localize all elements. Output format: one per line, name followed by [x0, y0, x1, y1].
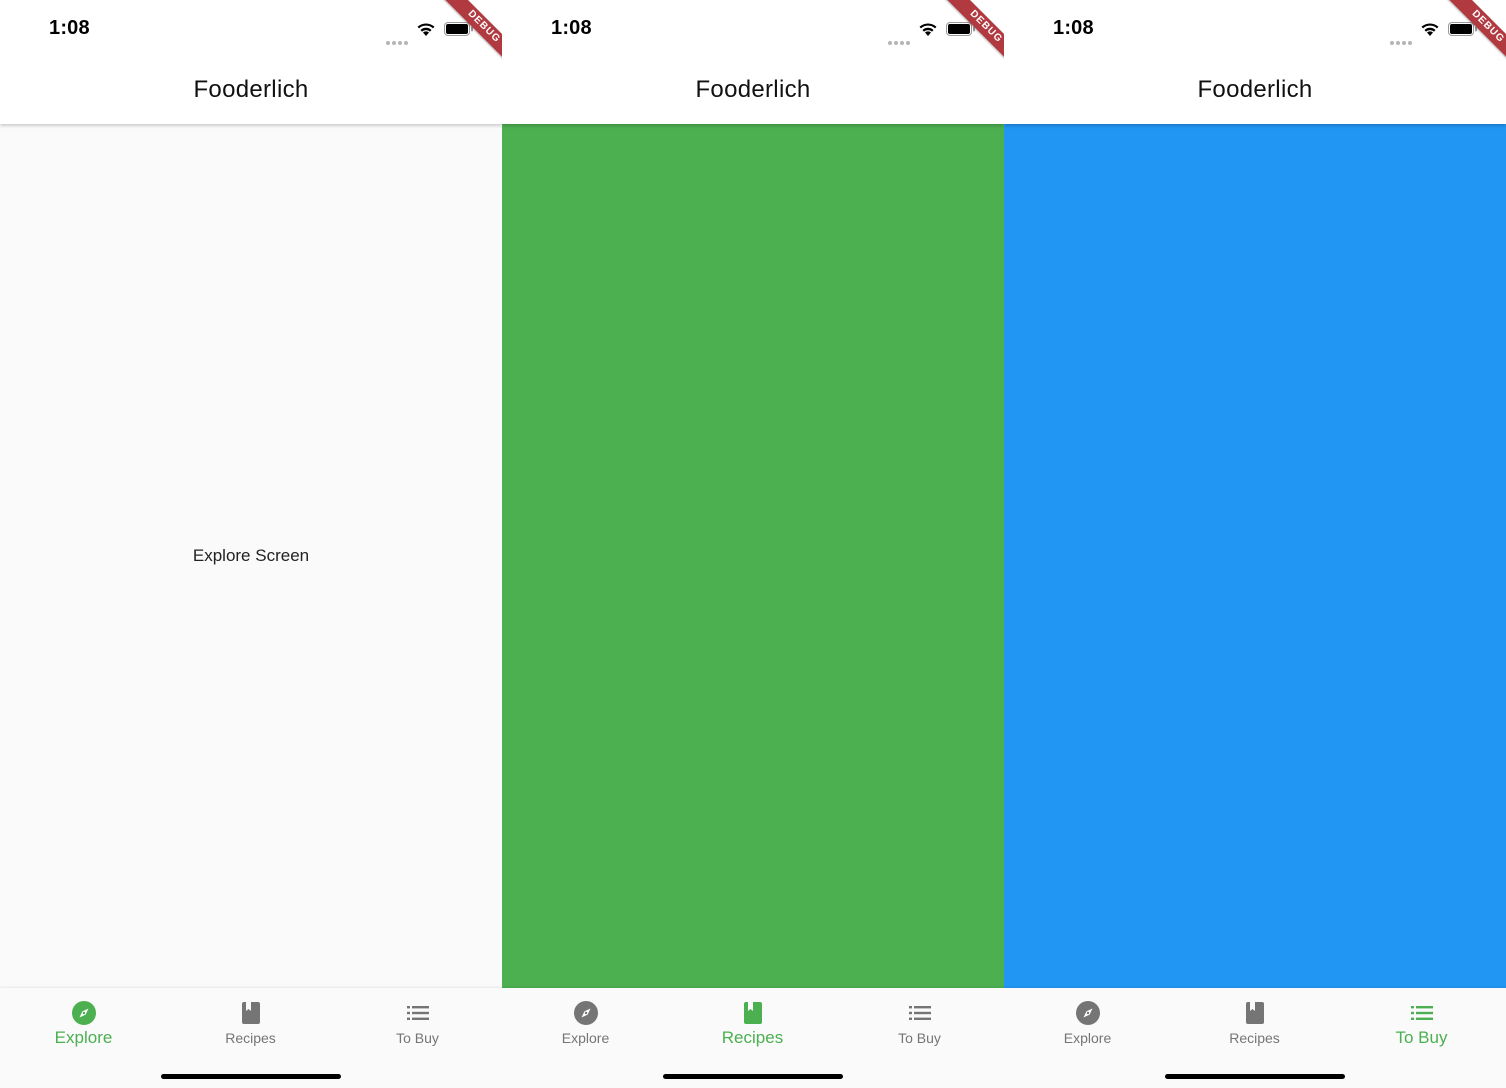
home-indicator[interactable] — [663, 1074, 843, 1079]
screen-body-green — [502, 124, 1004, 988]
compass-icon — [71, 1001, 96, 1025]
nav-label-to-buy: To Buy — [898, 1030, 941, 1046]
app-bar: Fooderlich — [1004, 60, 1506, 124]
status-bar: 1:08 — [502, 0, 1004, 60]
nav-item-explore[interactable]: Explore — [1004, 988, 1171, 1058]
home-indicator[interactable] — [161, 1074, 341, 1079]
list-icon — [406, 1006, 429, 1020]
debug-banner-label: DEBUG — [1446, 0, 1506, 69]
status-bar: 1:08 — [1004, 0, 1506, 60]
battery-icon — [1448, 22, 1477, 36]
status-time: 1:08 — [551, 17, 592, 39]
nav-label-explore: Explore — [54, 1028, 113, 1047]
book-icon — [743, 1002, 762, 1024]
compass-icon — [573, 1001, 598, 1025]
cellular-signal-icon — [386, 32, 412, 45]
app-title: Fooderlich — [1197, 76, 1313, 103]
explore-screen-text: Explore Screen — [192, 546, 310, 565]
nav-label-recipes: Recipes — [721, 1028, 784, 1047]
status-time: 1:08 — [49, 17, 90, 39]
app-bar: Fooderlich — [502, 60, 1004, 124]
bottom-navigation-bar: Explore Recipes To Buy — [1004, 988, 1506, 1088]
phone-screen-to-buy: 1:08 DEBUG Fooderlich — [1004, 0, 1506, 1088]
wifi-icon — [1421, 23, 1439, 36]
nav-label-explore: Explore — [1063, 1030, 1112, 1046]
list-icon — [1410, 1006, 1433, 1020]
nav-label-recipes: Recipes — [225, 1030, 276, 1046]
screen-body-blue — [1004, 124, 1506, 988]
book-icon — [1245, 1002, 1264, 1024]
app-title: Fooderlich — [695, 76, 811, 103]
nav-item-recipes[interactable]: Recipes — [1171, 988, 1338, 1058]
phone-screen-explore: 1:08 DEBUG Fooderlich Explore Screen — [0, 0, 502, 1088]
bottom-navigation-bar: Explore Recipes To Buy — [0, 988, 502, 1088]
app-title: Fooderlich — [193, 76, 309, 103]
debug-banner-label: DEBUG — [442, 0, 502, 69]
battery-icon — [444, 22, 473, 36]
wifi-icon — [417, 23, 435, 36]
nav-item-recipes[interactable]: Recipes — [167, 988, 334, 1058]
nav-item-to-buy[interactable]: To Buy — [836, 988, 1003, 1058]
book-icon — [241, 1002, 260, 1024]
app-bar: Fooderlich — [0, 60, 502, 124]
nav-label-to-buy: To Buy — [1395, 1028, 1448, 1047]
status-bar: 1:08 — [0, 0, 502, 60]
status-time: 1:08 — [1053, 17, 1094, 39]
nav-item-to-buy[interactable]: To Buy — [1338, 988, 1505, 1058]
home-indicator[interactable] — [1165, 1074, 1345, 1079]
wifi-icon — [919, 23, 937, 36]
nav-item-recipes[interactable]: Recipes — [669, 988, 836, 1058]
list-icon — [908, 1006, 931, 1020]
cellular-signal-icon — [888, 32, 914, 45]
nav-label-explore: Explore — [561, 1030, 610, 1046]
nav-item-to-buy[interactable]: To Buy — [334, 988, 501, 1058]
nav-label-recipes: Recipes — [1229, 1030, 1280, 1046]
nav-item-explore[interactable]: Explore — [0, 988, 167, 1058]
nav-label-to-buy: To Buy — [396, 1030, 439, 1046]
compass-icon — [1075, 1001, 1100, 1025]
nav-item-explore[interactable]: Explore — [502, 988, 669, 1058]
cellular-signal-icon — [1390, 32, 1416, 45]
battery-icon — [946, 22, 975, 36]
phone-screen-recipes: 1:08 DEBUG Fooderlich — [502, 0, 1004, 1088]
screen-body: Explore Screen — [0, 124, 502, 988]
bottom-navigation-bar: Explore Recipes To Buy — [502, 988, 1004, 1088]
debug-banner-label: DEBUG — [944, 0, 1004, 69]
